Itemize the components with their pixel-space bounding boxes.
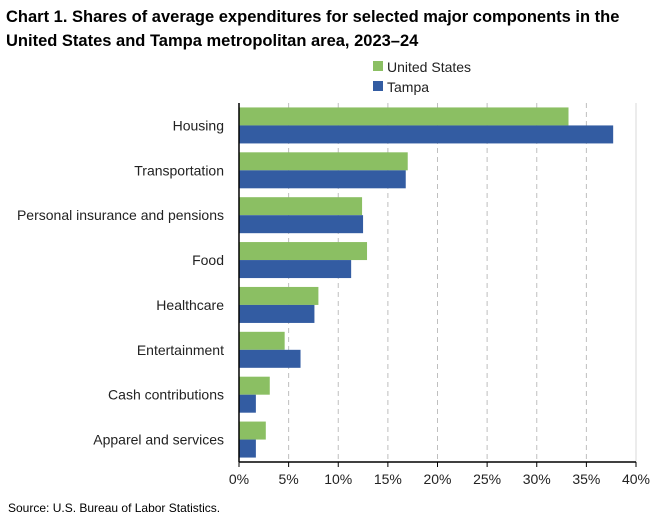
chart-source: Source: U.S. Bureau of Labor Statistics.: [8, 501, 221, 515]
bar-united-states: [239, 331, 285, 350]
bar-united-states: [239, 152, 408, 171]
category-label: Personal insurance and pensions: [17, 207, 224, 223]
category-label: Housing: [173, 117, 224, 133]
category-label: Food: [192, 252, 224, 268]
x-tick-label: 30%: [523, 471, 551, 487]
x-tick-label: 35%: [572, 471, 600, 487]
x-tick-label: 25%: [473, 471, 501, 487]
bar-tampa: [239, 125, 614, 144]
category-label: Transportation: [134, 162, 224, 178]
x-tick-label: 10%: [324, 471, 352, 487]
bar-tampa: [239, 349, 301, 368]
bar-united-states: [239, 242, 368, 261]
legend-swatch: [373, 61, 383, 71]
category-label: Cash contributions: [108, 387, 224, 403]
x-tick-label: 5%: [279, 471, 299, 487]
bar-tampa: [239, 215, 364, 234]
bar-united-states: [239, 286, 319, 305]
bar-united-states: [239, 376, 270, 395]
category-label: Apparel and services: [93, 432, 224, 448]
x-tick-label: 0%: [229, 471, 249, 487]
x-tick-label: 20%: [423, 471, 451, 487]
bar-united-states: [239, 107, 569, 126]
legend-swatch: [373, 81, 383, 91]
bar-tampa: [239, 439, 256, 458]
category-label: Healthcare: [156, 297, 224, 313]
bar-tampa: [239, 260, 352, 279]
legend-label: Tampa: [387, 79, 429, 95]
x-tick-label: 40%: [622, 471, 650, 487]
legend-label: United States: [387, 59, 471, 75]
category-label: Entertainment: [137, 342, 224, 358]
bar-united-states: [239, 421, 266, 440]
bar-united-states: [239, 197, 363, 216]
x-tick-label: 15%: [374, 471, 402, 487]
bar-tampa: [239, 304, 315, 323]
bar-tampa: [239, 170, 406, 189]
bar-tampa: [239, 394, 256, 413]
chart-title: Chart 1. Shares of average expenditures …: [6, 8, 620, 50]
